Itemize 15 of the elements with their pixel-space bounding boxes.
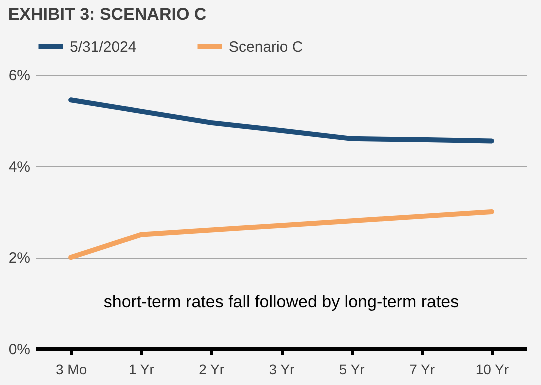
x-tick-label: 3 Yr bbox=[269, 362, 296, 378]
legend-label: Scenario C bbox=[229, 39, 304, 56]
y-tick-label: 2% bbox=[8, 250, 30, 268]
x-tick-label: 7 Yr bbox=[410, 362, 436, 378]
y-tick-label: 4% bbox=[8, 158, 30, 176]
x-tick-label: 5 Yr bbox=[339, 362, 366, 378]
x-tick-label: 3 Mo bbox=[56, 362, 88, 378]
x-tick-label: 1 Yr bbox=[128, 362, 155, 378]
annotation: short-term rates fall followed by long-term rates bbox=[104, 292, 460, 312]
y-tick-label: 0% bbox=[8, 342, 30, 358]
x-tick-label: 10 Yr bbox=[476, 362, 510, 378]
x-tick-label: 2 Yr bbox=[199, 362, 225, 378]
legend-label: 5/31/2024 bbox=[70, 39, 137, 56]
chart-title: EXHIBIT 3: SCENARIO C bbox=[8, 5, 207, 24]
y-tick-label: 6% bbox=[8, 68, 30, 84]
